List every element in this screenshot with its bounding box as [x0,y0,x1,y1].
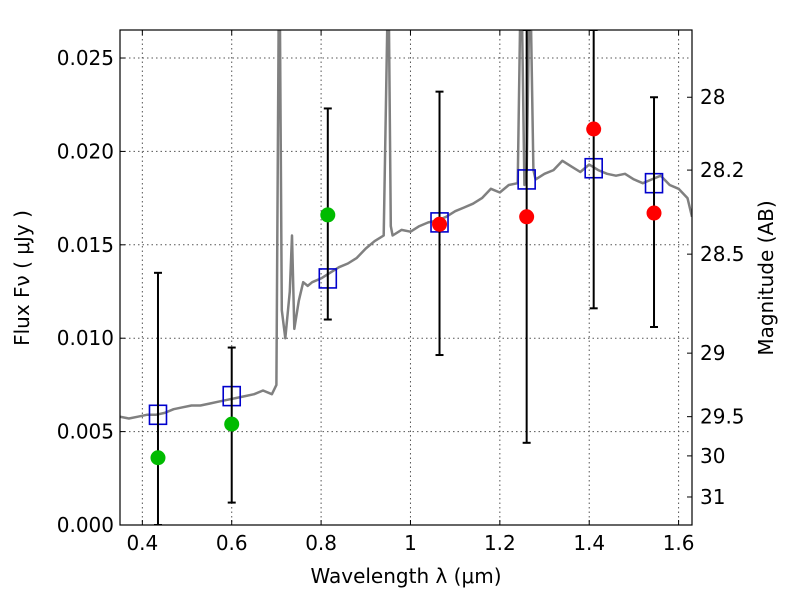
x-tick-label: 1.2 [484,531,516,555]
measured-point [150,450,166,466]
measured-point [224,416,240,432]
plot-area [120,30,692,525]
y-tick-label: 0.015 [57,233,114,257]
x-tick-label: 1.6 [663,531,695,555]
y2-tick-label: 28.5 [700,242,745,266]
x-tick-label: 1.4 [573,531,605,555]
x-tick-label: 0.6 [216,531,248,555]
measured-point [519,209,535,225]
grid [120,30,692,526]
x-tick-label: 1 [404,531,417,555]
axes-frame [119,29,693,526]
y2-tick-label: 28.2 [700,158,745,182]
measured-point [432,216,448,232]
x-axis-label: Wavelength λ (μm) [310,564,501,588]
y-tick-label: 0.025 [57,46,114,70]
y-tick-label: 0.000 [57,513,114,537]
series-layer [120,30,692,525]
x-tick-label: 0.4 [126,531,158,555]
ticks: 0.4 0.6 0.8 1 1.2 1.4 1.6 0.000 0.005 0.010 0.015 0… [57,30,745,555]
y2-axis-label: Magnitude (AB) [754,200,778,355]
y2-tick-label: 29.5 [700,405,745,429]
x-tick-label: 0.8 [305,531,337,555]
spectrum-line [120,30,692,420]
measured-point [586,121,602,137]
measured-point [320,207,336,223]
y-tick-label: 0.005 [57,420,114,444]
y-tick-label: 0.020 [57,139,114,163]
y2-tick-label: 31 [700,485,725,509]
y-tick-label: 0.010 [57,326,114,350]
y2-tick-label: 29 [700,341,725,365]
y2-tick-label: 28 [700,85,725,109]
y2-tick-label: 30 [700,444,725,468]
measured-point [646,205,662,221]
y-axis-label: Flux Fν ( μJy ) [10,210,34,346]
